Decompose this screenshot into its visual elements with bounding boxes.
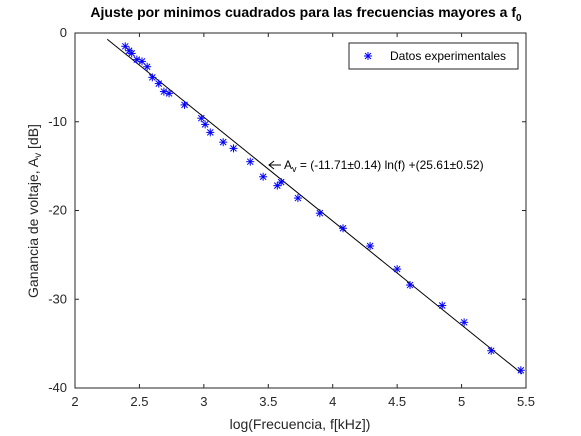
annotation-arrowhead (268, 160, 275, 170)
data-point (143, 62, 152, 71)
data-point (246, 157, 255, 166)
y-axis: 0 -10 -20 -30 -40 (48, 25, 526, 395)
y-tick-label: -20 (48, 203, 67, 218)
y-axis-label-main: Ganancia de voltaje, A (25, 157, 41, 298)
data-points (121, 42, 525, 375)
legend-entry-label: Datos experimentales (390, 49, 506, 63)
fit-line (106, 38, 523, 375)
y-axis-label-unit: [dB] (25, 124, 41, 153)
annotation-equation: = (-11.71±0.14) ln(f) +(25.61±0.52) (297, 158, 484, 172)
x-tick-label: 2 (71, 394, 78, 409)
x-tick-label: 4.5 (388, 394, 406, 409)
y-tick-label: 0 (60, 25, 67, 40)
x-tick-label: 2.5 (130, 394, 148, 409)
chart-title-subscript: 0 (516, 13, 522, 24)
x-axis: 2 2.5 3 3.5 4 4.5 5 5.5 (71, 33, 535, 409)
x-tick-label: 4 (329, 394, 336, 409)
data-point (127, 49, 136, 58)
data-point (165, 89, 174, 98)
data-point (219, 138, 228, 147)
data-point (366, 242, 375, 250)
data-point (201, 120, 210, 129)
y-axis-label-subscript: v (33, 153, 44, 158)
y-axis-label: Ganancia de voltaje, Av [dB] (25, 124, 44, 298)
legend-marker (364, 52, 372, 60)
annotation-prefix: A (284, 158, 292, 172)
data-point (460, 318, 469, 327)
annotation-subscript: v (292, 164, 297, 174)
chart-title-main: Ajuste por minimos cuadrados para las fr… (90, 4, 516, 20)
y-tick-label: -40 (48, 380, 67, 395)
y-tick-label: -30 (48, 291, 67, 306)
x-tick-label: 5 (458, 394, 465, 409)
chart-title: Ajuste por minimos cuadrados para las fr… (90, 4, 522, 24)
data-point (197, 114, 206, 123)
data-point (148, 73, 157, 82)
data-point (339, 224, 348, 233)
data-point (487, 346, 496, 355)
x-axis-label: log(Frecuencia, f[kHz]) (230, 416, 371, 432)
data-point (315, 209, 324, 218)
data-point (180, 100, 189, 109)
data-point (277, 178, 286, 187)
legend-box (348, 42, 519, 70)
data-point (293, 194, 302, 203)
data-point (259, 172, 268, 181)
data-point (229, 144, 238, 153)
annotation: Av = (-11.71±0.14) ln(f) +(25.61±0.52) (268, 158, 484, 174)
x-tick-label: 5.5 (517, 394, 535, 409)
data-point (138, 57, 147, 66)
y-tick-label: -10 (48, 114, 67, 129)
data-point (206, 128, 215, 137)
x-tick-label: 3 (200, 394, 207, 409)
data-point (273, 181, 282, 190)
x-tick-label: 3.5 (259, 394, 277, 409)
data-point (393, 265, 402, 274)
plot-area: 2 2.5 3 3.5 4 4.5 5 5.5 0 -10 -20 -30 -40 (48, 25, 535, 409)
annotation-text: Av = (-11.71±0.14) ln(f) +(25.61±0.52) (284, 158, 484, 174)
fit-line-layer (106, 38, 523, 375)
axes-box (74, 32, 527, 389)
data-point (438, 301, 447, 310)
data-point (406, 281, 415, 290)
data-point (154, 79, 163, 88)
data-point (516, 366, 525, 375)
legend: Datos experimentales (348, 42, 519, 70)
